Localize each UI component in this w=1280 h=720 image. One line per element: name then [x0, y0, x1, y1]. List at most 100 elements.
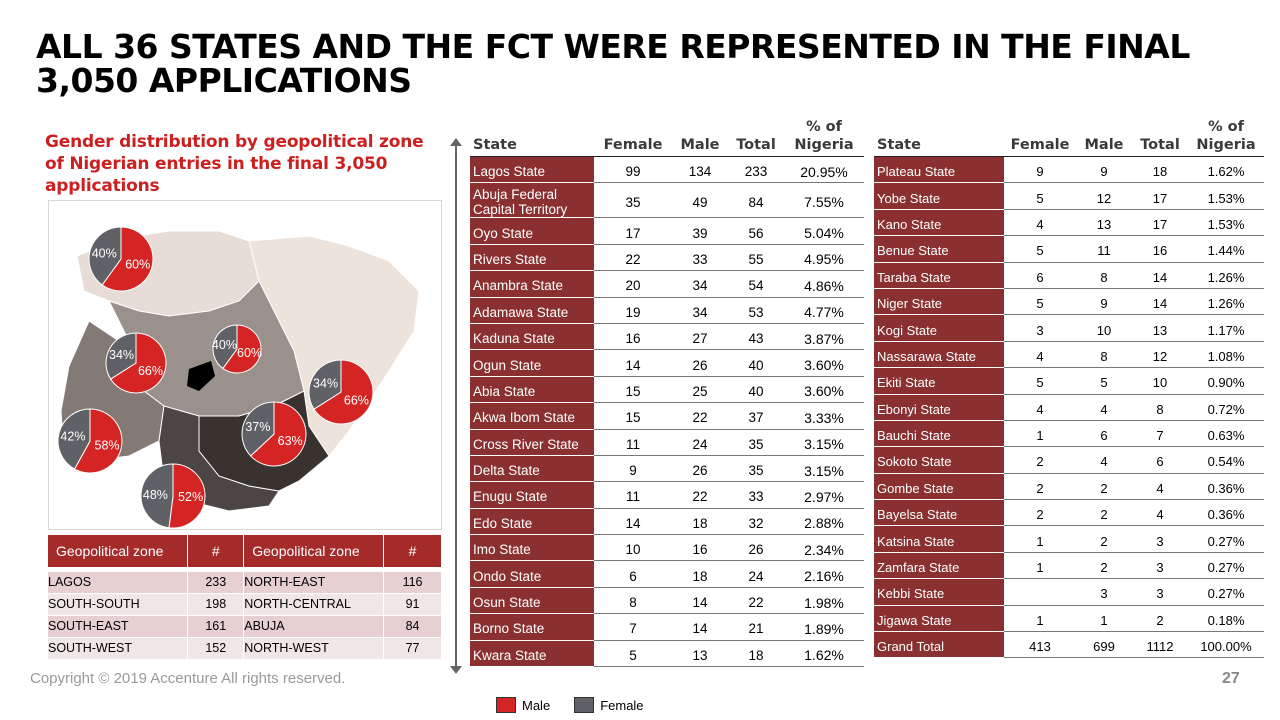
- total-cell: 8: [1132, 394, 1188, 421]
- percent-cell: 100.00%: [1188, 631, 1264, 659]
- male-cell: 1: [1076, 605, 1132, 633]
- male-cell: 26: [672, 455, 728, 483]
- male-cell: 14: [672, 613, 728, 641]
- state-row: Lagos State 99 134 233 20.95%: [470, 156, 864, 184]
- state-row: Gombe State 2 2 4 0.36%: [874, 473, 1264, 501]
- zone-header: Geopolitical zone: [48, 535, 189, 567]
- pie-slice-male: [249, 401, 307, 467]
- state-row: Delta State 9 26 35 3.15%: [470, 455, 864, 483]
- percent-cell: 1.53%: [1188, 209, 1264, 237]
- legend-item-male: Male: [496, 697, 550, 713]
- legend: Male Female: [496, 697, 668, 713]
- state-name-cell: Abia State: [470, 376, 594, 404]
- female-cell: 1: [1004, 420, 1076, 448]
- male-cell: 4: [1076, 394, 1132, 421]
- percent-cell: 1.62%: [784, 640, 864, 668]
- pie-label-male: 52%: [178, 490, 203, 504]
- male-cell: 39: [672, 217, 728, 245]
- zone-count-cell: 84: [383, 615, 442, 638]
- zone-count-header: #: [383, 535, 442, 567]
- total-cell: 35: [728, 429, 784, 456]
- female-cell: 7: [594, 613, 672, 641]
- total-cell: 4: [1132, 499, 1188, 527]
- total-cell: 233: [728, 156, 784, 184]
- state-name-cell: Kebbi State: [874, 578, 1004, 606]
- total-cell: 6: [1132, 446, 1188, 474]
- zone-count-cell: 152: [187, 637, 245, 660]
- male-cell: 2: [1076, 499, 1132, 527]
- state-row: Sokoto State 2 4 6 0.54%: [874, 446, 1264, 474]
- pie-slice-female: [57, 408, 91, 470]
- male-header: Male: [1076, 118, 1132, 157]
- state-row: Bayelsa State 2 2 4 0.36%: [874, 499, 1264, 527]
- state-table-left: State Female Male Total % of Nigeria Lag…: [470, 118, 864, 668]
- female-cell: 14: [594, 349, 672, 377]
- percent-cell: 1.98%: [784, 587, 864, 615]
- female-cell: 5: [1004, 235, 1076, 263]
- state-header: State: [874, 118, 1004, 157]
- state-row: Ondo State 6 18 24 2.16%: [470, 560, 864, 588]
- total-cell: 84: [728, 182, 784, 219]
- percent-cell: 2.97%: [784, 481, 864, 509]
- pie-label-female: 48%: [143, 488, 168, 502]
- zone-table: Geopolitical zone # Geopolitical zone # …: [48, 535, 442, 660]
- state-name-cell: Ogun State: [470, 349, 594, 377]
- percent-cell: 0.36%: [1188, 499, 1264, 527]
- percent-cell: 4.95%: [784, 244, 864, 272]
- total-cell: 40: [728, 349, 784, 377]
- male-cell: 16: [672, 534, 728, 562]
- zone-count-header: #: [187, 535, 245, 567]
- female-cell: 8: [594, 587, 672, 615]
- state-row: Cross River State 11 24 35 3.15%: [470, 429, 864, 456]
- state-row: Grand Total 413 699 1112 100.00%: [874, 631, 1264, 659]
- female-cell: 11: [594, 481, 672, 509]
- male-cell: 4: [1076, 446, 1132, 474]
- zone-name-cell: SOUTH-EAST: [48, 615, 189, 638]
- state-name-cell: Bayelsa State: [874, 499, 1004, 527]
- percent-cell: 4.86%: [784, 270, 864, 298]
- state-row: Kogi State 3 10 13 1.17%: [874, 314, 1264, 342]
- pie-group: 60%40%66%34% 60%40%66%34%58%42% 63%37%52%4…: [57, 226, 374, 529]
- pie-slice-male: [109, 332, 167, 394]
- male-cell: 14: [672, 587, 728, 615]
- zone-name-cell: SOUTH-WEST: [48, 637, 189, 660]
- percent-cell: 1.08%: [1188, 341, 1264, 369]
- state-name-cell: Abuja Federal Capital Territory: [470, 182, 594, 219]
- state-row: Imo State 10 16 26 2.34%: [470, 534, 864, 562]
- state-name-cell: Cross River State: [470, 429, 594, 456]
- pie-label-male: 63%: [278, 434, 303, 448]
- state-name-cell: Anambra State: [470, 270, 594, 298]
- state-row: Anambra State 20 34 54 4.86%: [470, 270, 864, 298]
- female-cell: 2: [1004, 499, 1076, 527]
- state-row: Yobe State 5 12 17 1.53%: [874, 182, 1264, 210]
- pie-label-female: 40%: [92, 247, 117, 261]
- state-name-cell: Ondo State: [470, 560, 594, 588]
- state-name-cell: Adamawa State: [470, 297, 594, 324]
- male-cell: 34: [672, 297, 728, 324]
- state-row: Osun State 8 14 22 1.98%: [470, 587, 864, 615]
- male-cell: 22: [672, 402, 728, 430]
- total-cell: 35: [728, 455, 784, 483]
- pie-label-male: 66%: [344, 393, 369, 407]
- state-name-cell: Kaduna State: [470, 323, 594, 351]
- total-cell: 2: [1132, 605, 1188, 633]
- total-cell: 37: [728, 402, 784, 430]
- male-cell: 11: [1076, 235, 1132, 263]
- state-row: Borno State 7 14 21 1.89%: [470, 613, 864, 641]
- region-fct: [187, 361, 215, 391]
- pie-label-female: 42%: [60, 430, 85, 444]
- page-number: 27: [1222, 670, 1240, 687]
- zone-row: SOUTH-SOUTH 198 NORTH-CENTRAL 91: [48, 593, 442, 616]
- state-row: Bauchi State 1 6 7 0.63%: [874, 420, 1264, 448]
- total-header: Total: [728, 118, 784, 157]
- male-cell: 13: [672, 640, 728, 668]
- male-cell: 24: [672, 429, 728, 456]
- state-row: Ekiti State 5 5 10 0.90%: [874, 367, 1264, 395]
- total-cell: 12: [1132, 341, 1188, 369]
- percent-cell: 4.77%: [784, 297, 864, 324]
- state-name-cell: Jigawa State: [874, 605, 1004, 633]
- zone-gap-row: [48, 567, 442, 572]
- state-row: Akwa Ibom State 15 22 37 3.33%: [470, 402, 864, 430]
- female-cell: 4: [1004, 394, 1076, 421]
- state-row: Niger State 5 9 14 1.26%: [874, 288, 1264, 316]
